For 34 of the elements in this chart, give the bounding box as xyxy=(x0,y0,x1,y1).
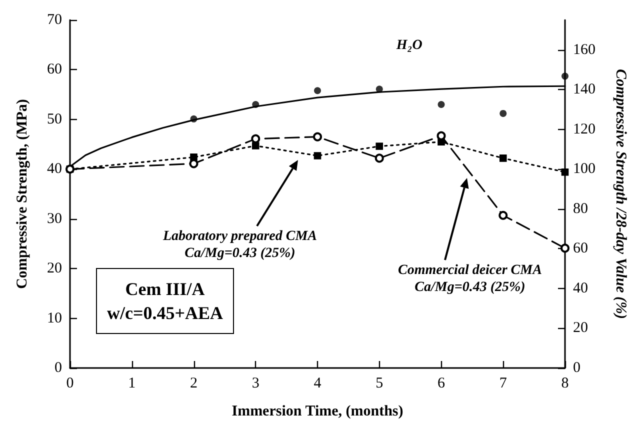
y2-tick-label: 40 xyxy=(573,280,588,296)
y2-tick-label: 20 xyxy=(573,320,588,336)
y2-tick-label: 160 xyxy=(573,42,596,58)
y-tick-label: 30 xyxy=(47,210,62,227)
y-tick-label: 60 xyxy=(47,62,62,78)
x-tick-label: 4 xyxy=(314,376,322,392)
y2-tick-label: 0 xyxy=(573,360,580,376)
x-tick-label: 6 xyxy=(438,376,446,392)
y-tick-label: 70 xyxy=(47,12,62,28)
x-tick-label: 5 xyxy=(376,376,384,392)
y-tick-label: 20 xyxy=(47,260,62,277)
x-tick-label: 0 xyxy=(66,376,74,392)
x-axis-title: Immersion Time, (months) xyxy=(232,404,404,420)
y-tick-label: 10 xyxy=(47,310,62,326)
text: H₂O xyxy=(396,37,422,54)
y-tick-label: 50 xyxy=(47,111,62,128)
y2-tick-label: 100 xyxy=(573,161,596,178)
x-tick-label: 8 xyxy=(561,376,569,392)
annotation: Laboratory prepared CMA Ca/Mg=0.43 (25%) xyxy=(163,228,317,262)
y-tick-label: 40 xyxy=(47,161,62,178)
y2-tick-label: 120 xyxy=(573,121,596,138)
y-tick-label: 0 xyxy=(54,360,62,376)
x-tick-label: 2 xyxy=(190,376,198,392)
y2-tick-label: 140 xyxy=(573,82,596,98)
annotation: Commercial deicer CMA Ca/Mg=0.43 (25%) xyxy=(398,262,542,296)
annotation: w/c=0.45+AEA xyxy=(107,303,224,323)
y2-tick-label: 60 xyxy=(573,240,588,257)
y-axis-title: Compressive Strength, (MPa) xyxy=(14,99,30,289)
x-tick-label: 3 xyxy=(252,376,260,392)
y2-tick-label: 80 xyxy=(573,200,588,217)
x-tick-label: 7 xyxy=(499,376,508,392)
y2-axis-title: Compressive Strength /28-day Value (%) xyxy=(612,69,628,319)
x-tick-label: 1 xyxy=(128,376,136,392)
annotation: Cem III/A xyxy=(125,279,205,299)
